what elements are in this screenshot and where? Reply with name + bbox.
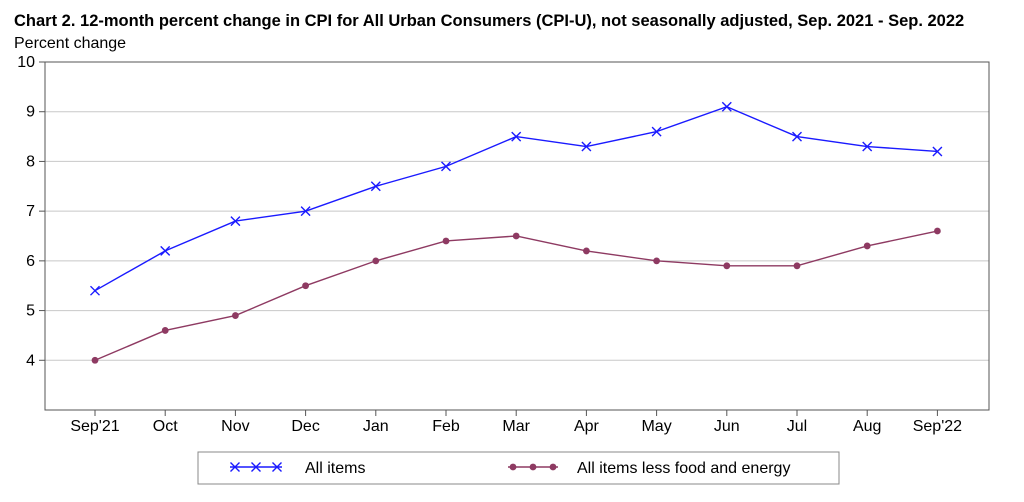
legend-marker [251, 462, 261, 472]
x-tick-label: Dec [291, 418, 319, 435]
data-point [232, 312, 239, 319]
x-tick-label: Jul [787, 418, 807, 435]
data-point [723, 262, 731, 270]
y-tick-label: 10 [17, 54, 35, 71]
legend-entry-1: All items [230, 460, 365, 477]
legend-marker [272, 462, 282, 472]
x-tick-label: Jun [714, 418, 740, 435]
data-point [372, 257, 380, 265]
x-axis-ticks: Sep'21 Oct Nov Dec Jan Feb Mar Apr May Jun Jul Aug S… [70, 410, 962, 435]
legend-marker [549, 463, 557, 471]
data-point [581, 141, 592, 152]
x-tick-label: Aug [853, 418, 881, 435]
data-point [653, 257, 660, 265]
data-point [792, 131, 802, 142]
x-tick-label: May [641, 418, 671, 435]
x-tick-label: Oct [153, 418, 178, 435]
data-point [90, 285, 100, 296]
legend-marker [509, 463, 517, 471]
legend-label: All items [305, 460, 365, 477]
gridlines [45, 111, 989, 361]
data-point [230, 216, 241, 227]
series-1 [90, 101, 943, 296]
chart-title: Chart 2. 12-month percent change in CPI … [14, 12, 965, 30]
data-point [721, 101, 732, 112]
y-tick-label: 4 [26, 352, 35, 369]
legend-label: All items less food and energy [577, 460, 790, 477]
data-point [161, 327, 169, 334]
data-point [793, 262, 801, 270]
data-point [651, 126, 662, 137]
data-point [583, 247, 590, 255]
series-line [94, 105, 938, 292]
data-point [370, 181, 381, 192]
y-tick-label: 8 [26, 153, 35, 170]
data-point [442, 237, 450, 245]
data-point [512, 232, 520, 240]
x-tick-label: Sep'21 [70, 418, 119, 435]
y-axis-ticks: 4 5 6 7 8 9 10 [17, 54, 45, 369]
x-tick-label: Feb [432, 418, 460, 435]
y-tick-label: 5 [26, 303, 35, 320]
legend-box [197, 451, 840, 485]
plot-area-border [44, 61, 990, 411]
data-point [863, 242, 871, 250]
data-point [862, 141, 873, 152]
series-line [94, 230, 938, 361]
legend: All items All items less food and energy [197, 451, 840, 485]
data-point [160, 245, 171, 256]
y-tick-label: 6 [26, 253, 35, 270]
data-point [511, 131, 522, 142]
series-layer [90, 101, 943, 364]
legend-entry-2: All items less food and energy [508, 460, 790, 477]
data-point [932, 146, 943, 157]
data-point [91, 356, 99, 364]
y-tick-label: 9 [26, 104, 35, 121]
x-tick-label: Nov [221, 418, 249, 435]
y-axis-label: Percent change [14, 35, 127, 52]
x-tick-label: Mar [502, 418, 530, 435]
data-point [300, 206, 311, 217]
y-tick-label: 7 [26, 203, 35, 220]
x-tick-label: Jan [363, 418, 389, 435]
data-point [302, 282, 309, 290]
x-tick-label: Apr [574, 418, 600, 435]
legend-marker [529, 463, 537, 471]
data-point [934, 227, 941, 235]
data-point [441, 161, 451, 172]
series-2 [91, 227, 941, 364]
x-tick-label: Sep'22 [913, 418, 962, 435]
legend-marker [230, 462, 240, 472]
